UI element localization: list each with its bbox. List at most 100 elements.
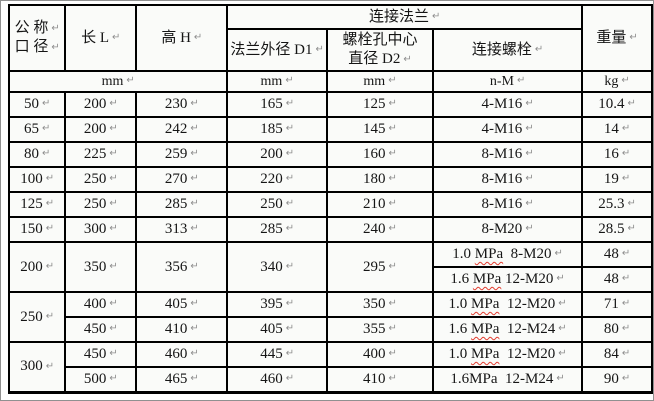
table-row: 125 ↵ 250 ↵ 285 ↵ 250 ↵ 210 ↵ 8-M16 ↵ 25.3 ↵ <box>7 191 653 218</box>
paragraph-mark: ↵ <box>621 273 631 285</box>
paragraph-mark: ↵ <box>516 75 526 87</box>
cell-bolt-circle: 295 ↵ <box>325 241 435 293</box>
cell-flange-od: 340 ↵ <box>226 241 328 293</box>
paragraph-mark: ↵ <box>525 148 534 160</box>
paragraph-mark: ↵ <box>109 323 118 335</box>
cell-length: 350 ↵ <box>64 241 138 293</box>
spellcheck-word: MPa <box>471 346 500 363</box>
spellcheck-word: MPa <box>469 370 498 387</box>
spellcheck-word: MPa <box>472 271 502 288</box>
cell-nominal-diameter: 50 ↵ <box>7 91 67 118</box>
paragraph-mark: ↵ <box>534 43 544 55</box>
paragraph-mark: ↵ <box>190 148 199 160</box>
unit-bolts: n-M ↵ <box>432 70 584 93</box>
paragraph-mark: ↵ <box>525 198 534 210</box>
paragraph-mark: ↵ <box>109 373 118 385</box>
paragraph-mark: ↵ <box>388 173 397 185</box>
paragraph-mark: ↵ <box>525 223 534 235</box>
table-row: 200 ↵ 350 ↵ 356 ↵ 340 ↵ 295 ↵ 1.0 MPa 8-M20 ↵ 48 ↵ <box>7 241 653 293</box>
cell-bolt-circle: 160 ↵ <box>325 141 435 168</box>
cell-weight: 14 ↵ <box>581 116 653 143</box>
paragraph-mark: ↵ <box>190 98 199 110</box>
cell-height: 356 ↵ <box>135 241 229 293</box>
paragraph-mark: ↵ <box>285 348 295 360</box>
paragraph-mark: ↵ <box>558 323 567 335</box>
paragraph-mark: ↵ <box>388 223 397 235</box>
table-row: 250 ↵ 400 ↵ 405 ↵ 395 ↵ 350 ↵ 1.0 MPa 12-M20 ↵ 71 ↵ <box>7 291 653 343</box>
header-flange-group: 连接法兰 ↵ <box>226 4 584 30</box>
cell-bolts: 1.0 MPa 12-M20 ↵ <box>432 341 584 368</box>
header-text: 公 称 <box>14 19 49 36</box>
unit-flange-od: mm ↵ <box>226 70 328 93</box>
cell-length: 200 ↵ <box>64 91 138 118</box>
paragraph-mark: ↵ <box>193 31 203 43</box>
paragraph-mark: ↵ <box>109 98 118 110</box>
cell-bolts: 4-M16 ↵ <box>432 116 584 143</box>
cell-bolt-circle: 350 ↵ <box>325 291 435 318</box>
cell-weight: 80 ↵ <box>581 316 653 343</box>
paragraph-mark: ↵ <box>388 323 397 335</box>
paragraph-mark: ↵ <box>403 54 412 66</box>
paragraph-mark: ↵ <box>190 223 199 235</box>
spellcheck-word: MPa <box>471 321 500 338</box>
paragraph-mark: ↵ <box>45 173 55 185</box>
paragraph-mark: ↵ <box>45 360 55 372</box>
table-row: 150 ↵ 300 ↵ 313 ↵ 285 ↵ 240 ↵ 8-M20 ↵ 28.5 ↵ <box>7 216 653 243</box>
cell-length: 200 ↵ <box>64 116 138 143</box>
paragraph-mark: ↵ <box>621 248 631 260</box>
table-body: 50 ↵ 200 ↵ 230 ↵ 165 ↵ 125 ↵ 4-M16 ↵ 10.4 ↵ 65 ↵ 200 ↵ 242… <box>7 91 653 393</box>
cell-bolts: 8-M20 ↵ <box>432 216 584 243</box>
cell-nominal-diameter: 80 ↵ <box>7 141 67 168</box>
header-length: 长 L ↵ <box>64 4 138 72</box>
header-bolts: 连接螺栓 ↵ <box>432 28 584 72</box>
paragraph-mark: ↵ <box>190 260 199 272</box>
table-row: 450 ↵ 410 ↵ 405 ↵ 355 ↵ 1.6 MPa 12-M24 ↵ 80 ↵ <box>9 316 653 343</box>
cell-bolt-circle: 210 ↵ <box>325 191 435 218</box>
paragraph-mark: ↵ <box>556 373 565 385</box>
paragraph-mark: ↵ <box>45 310 55 322</box>
cell-weight: 71 ↵ <box>581 291 653 318</box>
paragraph-mark: ↵ <box>109 260 118 272</box>
paragraph-mark: ↵ <box>109 173 118 185</box>
paragraph-mark: ↵ <box>285 323 295 335</box>
cell-flange-od: 165 ↵ <box>226 91 328 118</box>
cell-height: 230 ↵ <box>135 91 229 118</box>
cell-length: 500 ↵ <box>64 366 138 393</box>
paragraph-mark: ↵ <box>41 123 51 135</box>
cell-flange-od: 395 ↵ <box>226 291 328 318</box>
paragraph-mark: ↵ <box>285 75 294 87</box>
cell-bolt-circle: 180 ↵ <box>325 166 435 193</box>
paragraph-mark: ↵ <box>190 348 199 360</box>
cell-bolts: 1.0 MPa 8-M20 ↵ <box>432 241 584 268</box>
paragraph-mark: ↵ <box>109 223 118 235</box>
paragraph-mark: ↵ <box>285 373 295 385</box>
cell-nominal-diameter: 300 ↵ <box>7 341 67 393</box>
paragraph-mark: ↵ <box>190 373 199 385</box>
cell-weight: 90 ↵ <box>581 366 653 393</box>
table-row: 300 ↵ 450 ↵ 460 ↵ 445 ↵ 400 ↵ 1.0 MPa 12-M20 ↵ 84 ↵ <box>7 341 653 393</box>
paragraph-mark: ↵ <box>627 223 636 235</box>
paragraph-mark: ↵ <box>388 75 397 87</box>
spellcheck-word: MPa <box>474 246 504 263</box>
paragraph-mark: ↵ <box>558 348 567 360</box>
unit-weight: kg ↵ <box>581 70 653 93</box>
unit-bolt-circle: mm ↵ <box>325 70 435 93</box>
cell-weight: 16 ↵ <box>581 141 653 168</box>
header-row-1: 公 称 ↵ 口 径 ↵ 长 L ↵ 高 H ↵ 连接法兰 ↵ 重量 ↵ <box>7 4 653 72</box>
paragraph-mark: ↵ <box>109 148 118 160</box>
cell-flange-od: 220 ↵ <box>226 166 328 193</box>
paragraph-mark: ↵ <box>621 123 631 135</box>
cell-flange-od: 445 ↵ <box>226 341 328 368</box>
paragraph-mark: ↵ <box>627 198 636 210</box>
cell-nominal-diameter: 125 ↵ <box>7 191 67 218</box>
cell-weight: 25.3 ↵ <box>581 191 653 218</box>
paragraph-mark: ↵ <box>388 260 397 272</box>
header-weight: 重量 ↵ <box>581 4 653 72</box>
table-row: 65 ↵ 200 ↵ 242 ↵ 185 ↵ 145 ↵ 4-M16 ↵ 14 ↵ <box>7 116 653 143</box>
paragraph-mark: ↵ <box>558 298 567 310</box>
header-nominal-diameter: 公 称 ↵ 口 径 ↵ <box>7 4 67 72</box>
cell-bolt-circle: 410 ↵ <box>325 366 435 393</box>
paragraph-mark: ↵ <box>525 98 534 110</box>
paragraph-mark: ↵ <box>285 123 295 135</box>
